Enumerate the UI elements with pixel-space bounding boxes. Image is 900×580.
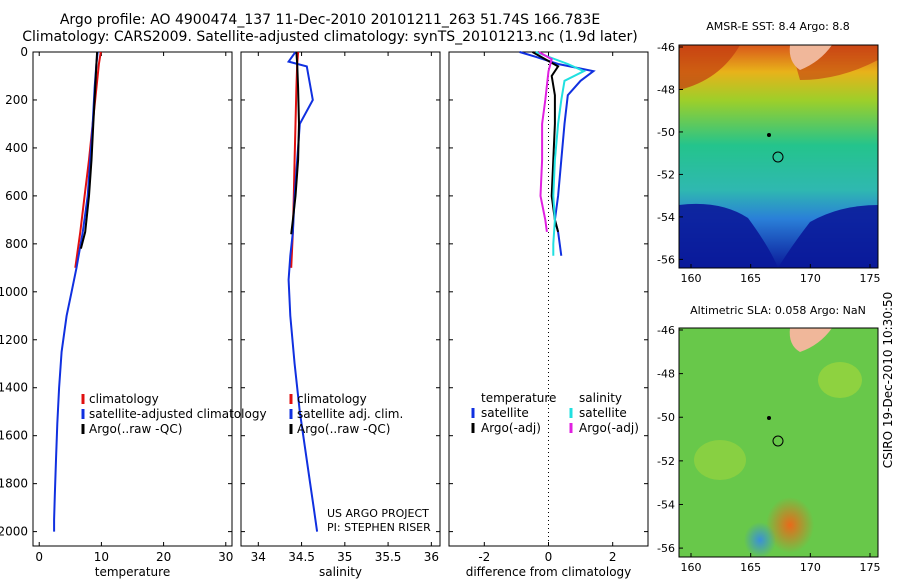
y-tick-label: 1800: [0, 477, 28, 491]
x-tick-label: -2: [478, 550, 490, 564]
map-lat-label: -56: [657, 542, 675, 555]
map-lat-label: -46: [657, 324, 675, 337]
series-line-argo-raw-qc-: [290, 51, 301, 235]
series-line-satellite: [535, 51, 587, 256]
sst-map: AMSR-E SST: 8.4 Argo: 8.8 -46 -48 -50 -52 -5…: [657, 20, 880, 285]
map-lon-label: 160: [681, 272, 702, 285]
map-lon-label: 165: [740, 272, 761, 285]
project-label: US ARGO PROJECT: [327, 507, 429, 520]
legend-group-title: temperature: [481, 391, 556, 405]
legend-label: satellite: [579, 406, 627, 420]
map-lat-label: -52: [657, 168, 675, 181]
y-tick-label: 1200: [0, 333, 28, 347]
legend-label: Argo(..raw -QC): [297, 422, 390, 436]
sla-map-frame: [678, 327, 879, 558]
map-lat-label: -48: [657, 83, 675, 96]
series-line-climatology: [74, 51, 102, 268]
x-tick-label: 34.5: [288, 550, 315, 564]
map-lat-label: -52: [657, 455, 675, 468]
legend-label: climatology: [297, 392, 367, 406]
x-tick-label: 30: [218, 550, 233, 564]
sla-patch: [818, 362, 862, 398]
sst-cold-water-east: [778, 205, 878, 268]
pi-label: PI: STEPHEN RISER: [327, 521, 431, 534]
map-lon-label: 170: [800, 561, 821, 574]
map-lat-label: -48: [657, 368, 675, 381]
sla-island-marker: [767, 416, 771, 420]
map-lon-label: 175: [860, 561, 881, 574]
sla-high-anomaly: [766, 497, 814, 553]
x-tick-label: 35: [337, 550, 352, 564]
y-tick-label: 1400: [0, 381, 28, 395]
y-tick-label: 1000: [0, 285, 28, 299]
x-tick-label: 2: [609, 550, 617, 564]
y-tick-label: 600: [5, 189, 28, 203]
legend-label: Argo(-adj): [579, 421, 639, 435]
sst-land: [789, 45, 832, 70]
sst-map-frame: [678, 44, 879, 269]
sla-low-anomaly: [744, 522, 776, 557]
sla-argo-location-marker: [772, 435, 784, 447]
series-line-satellite-adjusted-climatology: [53, 51, 99, 532]
y-tick-label: 400: [5, 141, 28, 155]
x-tick-label: 0: [35, 550, 43, 564]
map-lon-label: 175: [860, 272, 881, 285]
map-lat-label: -54: [657, 211, 675, 224]
legend-label: climatology: [89, 392, 159, 406]
x-axis-label: difference from climatology: [466, 565, 632, 579]
salinity-panel: 34 34.5 35 35.5 36 salinity climatologysatelli…: [240, 51, 441, 579]
legend-label: satellite adj. clim.: [297, 407, 403, 421]
series-line-argo-adj-: [538, 51, 553, 233]
sla-land: [789, 328, 832, 352]
axes-frame: [32, 51, 233, 547]
x-tick-label: 20: [156, 550, 171, 564]
map-lat-label: -50: [657, 411, 675, 424]
sla-map-title: Altimetric SLA: 0.058 Argo: NaN: [690, 304, 866, 317]
sst-warm-water-west: [679, 45, 740, 90]
legend-label: Argo(..raw -QC): [89, 422, 182, 436]
y-tick-label: 1600: [0, 429, 28, 443]
map-lat-label: -56: [657, 253, 675, 266]
sst-cold-water-west: [679, 203, 778, 268]
sst-island-marker: [767, 133, 771, 137]
y-tick-label: 2000: [0, 525, 28, 539]
side-label: CSIRO 19-Dec-2010 10:30:50: [881, 292, 895, 469]
figure-title-line2: Climatology: CARS2009. Satellite-adjuste…: [22, 29, 638, 45]
sst-argo-location-marker: [772, 151, 784, 163]
x-tick-label: 36: [424, 550, 439, 564]
map-lon-label: 170: [800, 272, 821, 285]
y-tick-label: 0: [20, 45, 28, 59]
map-lon-label: 165: [740, 561, 761, 574]
x-tick-label: 34: [251, 550, 266, 564]
map-lon-label: 160: [681, 561, 702, 574]
legend-group-title: salinity: [579, 391, 622, 405]
sla-patch: [694, 440, 746, 480]
series-line-argo-raw-qc-: [79, 51, 99, 249]
y-tick-label: 200: [5, 93, 28, 107]
legend-label: satellite-adjusted climatology: [89, 407, 267, 421]
series-line-satellite-adj-clim-: [286, 51, 319, 532]
map-lat-label: -54: [657, 498, 675, 511]
x-axis-label: salinity: [319, 565, 362, 579]
x-axis-label: temperature: [95, 565, 170, 579]
map-lat-label: -46: [657, 41, 675, 54]
axes-frame: [240, 51, 441, 547]
x-tick-label: 0: [545, 550, 553, 564]
map-lat-label: -50: [657, 126, 675, 139]
x-tick-label: 10: [94, 550, 109, 564]
temperature-panel: 0 10 20 30 0 200 400 600 800 1000 1200 1400 1600 1800…: [0, 45, 267, 579]
figure-title-line1: Argo profile: AO 4900474_137 11-Dec-2010…: [59, 12, 601, 28]
legend-label: satellite: [481, 406, 529, 420]
x-tick-label: 35.5: [375, 550, 402, 564]
y-tick-label: 800: [5, 237, 28, 251]
sst-map-title: AMSR-E SST: 8.4 Argo: 8.8: [706, 20, 850, 33]
sla-map: Altimetric SLA: 0.058 Argo: NaN -46 -48 -5…: [657, 304, 880, 574]
legend-label: Argo(-adj): [481, 421, 541, 435]
axes-frame: [448, 51, 649, 547]
